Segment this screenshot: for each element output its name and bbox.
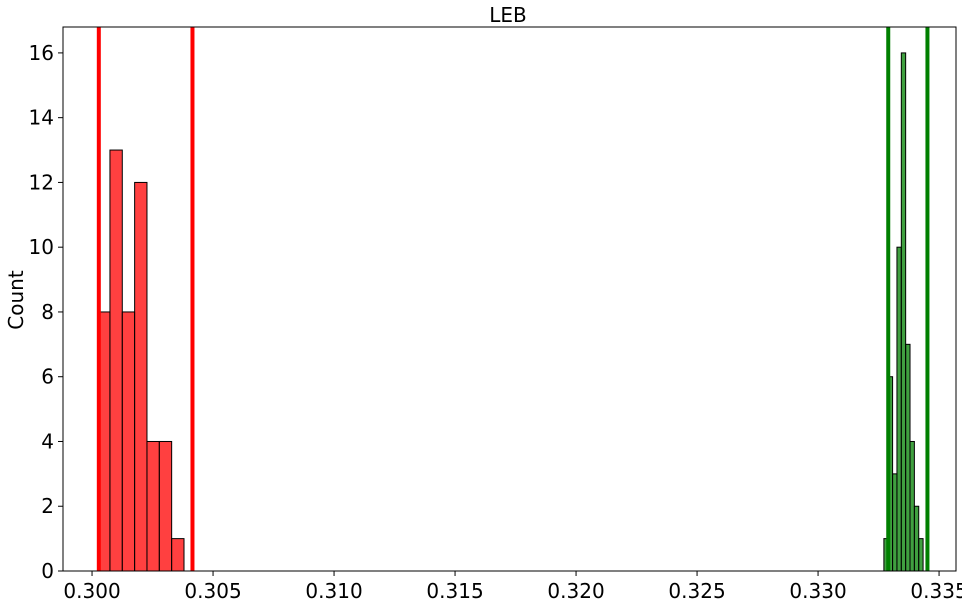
histogram-bar — [171, 538, 185, 572]
histogram-bar — [905, 343, 911, 572]
y-axis-label: Count — [4, 270, 28, 330]
y-tick-label: 2 — [41, 494, 54, 518]
histogram-bar — [900, 52, 907, 572]
chart-title: LEB — [489, 3, 527, 27]
bars-layer — [97, 52, 924, 572]
y-tick-label: 6 — [41, 365, 54, 389]
histogram-bar — [146, 440, 160, 572]
x-tick-label: 0.315 — [426, 579, 483, 603]
y-tick-label: 14 — [29, 106, 54, 130]
x-tick-label: 0.335 — [910, 579, 962, 603]
y-tick-label: 10 — [29, 235, 54, 259]
histogram-bar — [158, 440, 173, 572]
histogram-bar — [918, 538, 924, 572]
histogram-bar — [913, 505, 920, 572]
x-tick-label: 0.320 — [547, 579, 604, 603]
histogram-bar — [892, 473, 898, 572]
y-tick-label: 8 — [41, 300, 54, 324]
x-tick-label: 0.330 — [789, 579, 846, 603]
histogram-bar — [109, 149, 123, 572]
plot-frame — [62, 26, 957, 572]
histogram-bar — [121, 311, 136, 572]
histogram-bar — [909, 440, 915, 572]
threshold-lines-layer — [96, 27, 930, 571]
y-tick-label: 12 — [29, 170, 54, 194]
y-tick-label: 16 — [29, 41, 54, 65]
x-tick-label: 0.300 — [63, 579, 120, 603]
x-tick-label: 0.325 — [668, 579, 725, 603]
x-axis: 0.300 0.305 0.310 0.315 0.320 0.325 0.330 0.335 — [63, 571, 962, 603]
x-tick-label: 0.310 — [305, 579, 362, 603]
y-tick-label: 0 — [41, 559, 54, 583]
histogram-bar — [896, 246, 902, 572]
x-tick-label: 0.305 — [184, 579, 241, 603]
y-axis: 0 2 4 6 8 10 12 14 16 — [29, 41, 63, 583]
histogram-bar — [134, 181, 148, 572]
y-tick-label: 4 — [41, 429, 54, 453]
